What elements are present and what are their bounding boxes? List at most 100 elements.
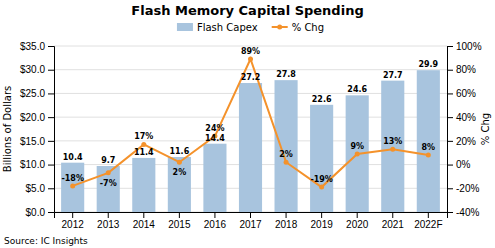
tick-label: -20%: [456, 183, 479, 194]
tick: 2013: [97, 212, 120, 230]
data-label: 9%: [350, 142, 364, 151]
legend-swatch: [177, 23, 193, 31]
tick-label: 100%: [456, 41, 482, 52]
legend-item: Flash Capex: [177, 22, 258, 33]
tick-mark: [447, 117, 453, 118]
data-label: 29.9: [418, 60, 438, 69]
marker: [426, 153, 431, 158]
data-label: 27.8: [276, 70, 296, 79]
tick-label: 2018: [275, 219, 298, 230]
tick-mark: [48, 188, 54, 189]
tick-mark: [447, 188, 453, 189]
tick: 0%: [447, 159, 471, 170]
tick: $30.0: [20, 64, 54, 75]
tick-label: $20.0: [20, 112, 45, 123]
tick-label: 2013: [97, 219, 120, 230]
data-label: 24.6: [347, 85, 367, 94]
tick-label: 80%: [456, 64, 476, 75]
marker: [319, 185, 324, 190]
legend-item: % Chg: [272, 22, 324, 33]
tick-mark: [214, 212, 215, 218]
tick-mark: [321, 212, 322, 218]
tick-label: 2016: [204, 219, 227, 230]
data-label: 11.4: [134, 148, 154, 157]
tick: 2015: [168, 212, 191, 230]
data-label: 27.2: [241, 73, 261, 82]
tick-label: 20%: [456, 136, 476, 147]
tick: 100%: [447, 41, 482, 52]
tick-label: 2015: [168, 219, 191, 230]
tick-label: $30.0: [20, 64, 45, 75]
x-axis: 2012201320142015201620172018201920202021…: [55, 212, 448, 230]
tick: 40%: [447, 112, 476, 123]
bar: [417, 70, 440, 212]
tick-mark: [143, 212, 144, 218]
legend-marker: [277, 25, 282, 30]
tick-mark: [357, 212, 358, 218]
marker: [284, 160, 289, 165]
axis-line: [55, 213, 448, 219]
tick-mark: [72, 212, 73, 218]
tick: 2022F: [414, 212, 442, 230]
tick-label: 2021: [382, 219, 405, 230]
tick: -40%: [447, 207, 479, 218]
line: [73, 59, 429, 187]
tick-label: $10.0: [20, 159, 45, 170]
tick-label: 0%: [456, 159, 471, 170]
tick: 2016: [204, 212, 227, 230]
tick-label: $25.0: [20, 88, 45, 99]
tick: -20%: [447, 183, 479, 194]
data-label: 22.6: [312, 95, 332, 104]
tick-mark: [447, 46, 453, 47]
data-label: 13%: [383, 137, 402, 146]
y-axis-title: Billions of Dollars: [2, 86, 13, 172]
bar: [97, 166, 120, 212]
tick-label: 40%: [456, 112, 476, 123]
tick: 20%: [447, 136, 476, 147]
data-label: -18%: [61, 174, 83, 183]
bar: [203, 144, 226, 212]
data-label: 8%: [422, 143, 436, 152]
tick-label: $0.0: [26, 207, 46, 218]
tick-mark: [48, 70, 54, 71]
title: Flash Memory Capital Spending: [131, 3, 363, 18]
tick-label: 2020: [346, 219, 369, 230]
tick: 2019: [311, 212, 334, 230]
grid: [54, 46, 447, 212]
tick-mark: [447, 70, 453, 71]
tick-mark: [48, 117, 54, 118]
tick: 2018: [275, 212, 298, 230]
marker: [248, 57, 253, 62]
data-label: 24%: [205, 124, 224, 133]
y-axis: $0.0$5.0$10.0$15.0$20.0$25.0$30.0$35.0: [20, 41, 55, 218]
legend-label: % Chg: [292, 22, 324, 33]
tick-label: 2022F: [414, 219, 442, 230]
axis-line: [48, 47, 55, 213]
tick: $35.0: [20, 41, 54, 52]
tick-mark: [108, 212, 109, 218]
tick-mark: [286, 212, 287, 218]
tick-label: 60%: [456, 88, 476, 99]
tick-mark: [392, 212, 393, 218]
tick: 2020: [346, 212, 369, 230]
tick: $10.0: [20, 159, 54, 170]
tick: $5.0: [26, 183, 54, 194]
tick-mark: [48, 141, 54, 142]
tick: $20.0: [20, 112, 54, 123]
tick-mark: [447, 93, 453, 94]
data-label: 89%: [241, 47, 260, 56]
tick-mark: [48, 46, 54, 47]
tick-label: 2012: [62, 219, 85, 230]
tick: $25.0: [20, 88, 54, 99]
y2-axis-title: % Chg: [480, 113, 491, 145]
data-label: 2%: [173, 168, 187, 177]
tick-label: -40%: [456, 207, 479, 218]
tick: 2012: [62, 212, 85, 230]
tick-label: 2017: [239, 219, 262, 230]
data-label: 9.7: [101, 156, 115, 165]
tick: 2021: [382, 212, 405, 230]
bar: [61, 163, 84, 212]
marker: [141, 142, 146, 147]
tick-mark: [447, 165, 453, 166]
tick-mark: [179, 212, 180, 218]
